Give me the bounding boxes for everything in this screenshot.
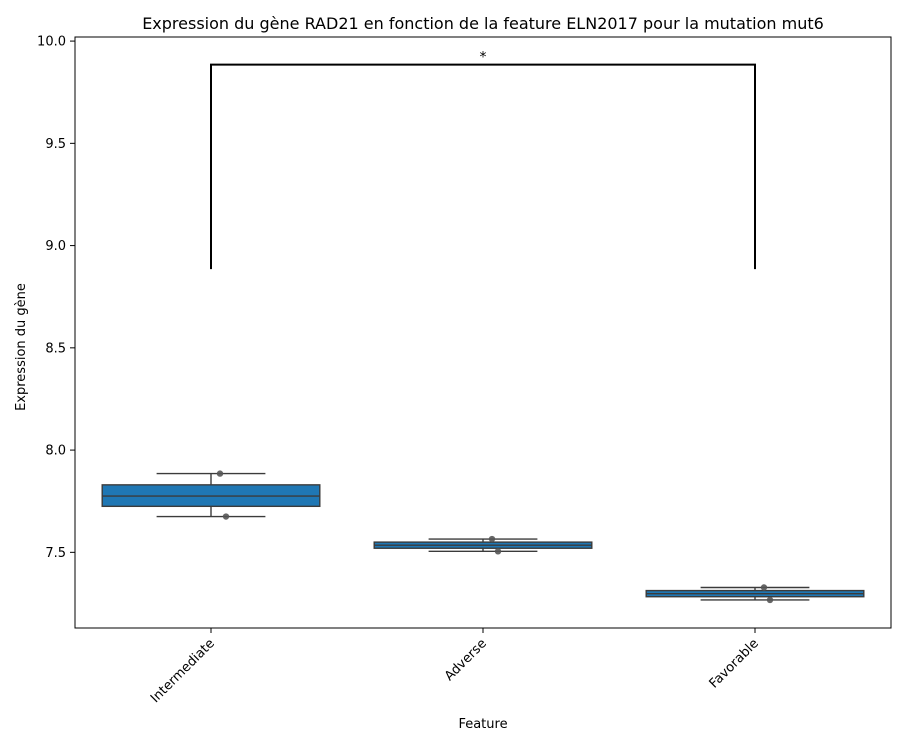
chart-title: Expression du gène RAD21 en fonction de … (142, 14, 824, 33)
y-tick-label: 9.0 (45, 239, 66, 254)
x-tick-label: Intermediate (148, 636, 218, 706)
significance-label: * (480, 50, 487, 66)
x-tick-label: Adverse (442, 636, 490, 684)
y-tick-label: 10.0 (37, 35, 66, 50)
y-tick-label: 7.5 (45, 546, 66, 561)
box-group-intermediate (101, 470, 321, 520)
box-group-adverse (373, 535, 593, 555)
data-point (222, 513, 230, 520)
x-axis-title: Feature (458, 717, 507, 732)
x-tick-label: Favorable (707, 636, 762, 691)
data-point (488, 535, 496, 543)
y-tick-label: 9.5 (45, 137, 66, 152)
bracket-line (210, 63, 756, 270)
y-tick-label: 8.5 (45, 341, 66, 356)
y-tick-label: 8.0 (45, 444, 66, 459)
significance-bracket: * (210, 50, 756, 270)
data-point (760, 584, 768, 591)
data-point (766, 596, 774, 604)
axes: 7.5 8.0 8.5 9.0 9.5 10.0 Intermediate Adverse Fa… (37, 35, 892, 706)
data-point (216, 470, 224, 477)
y-axis-title: Expression du gène (14, 283, 29, 411)
box-group-favorable (645, 584, 865, 604)
plot-area: * (101, 50, 865, 604)
data-point (494, 548, 502, 555)
